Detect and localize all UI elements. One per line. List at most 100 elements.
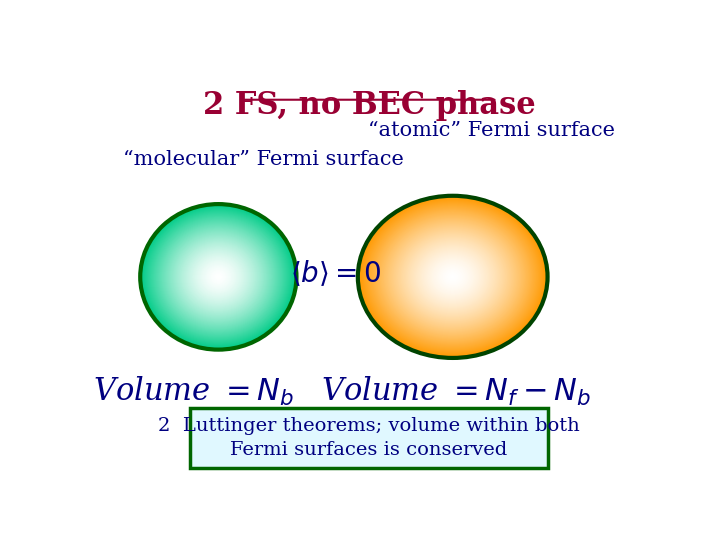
- Ellipse shape: [204, 264, 232, 289]
- Ellipse shape: [403, 234, 503, 320]
- Ellipse shape: [387, 221, 518, 333]
- Ellipse shape: [166, 228, 270, 325]
- Ellipse shape: [380, 215, 525, 339]
- Ellipse shape: [377, 212, 528, 342]
- Ellipse shape: [194, 254, 243, 300]
- Ellipse shape: [140, 204, 297, 349]
- Ellipse shape: [374, 210, 531, 344]
- Ellipse shape: [413, 242, 493, 312]
- Ellipse shape: [166, 228, 271, 326]
- Text: $\langle b \rangle = 0$: $\langle b \rangle = 0$: [290, 258, 381, 288]
- Ellipse shape: [165, 227, 272, 327]
- Ellipse shape: [143, 207, 294, 347]
- Ellipse shape: [451, 276, 454, 278]
- Ellipse shape: [376, 211, 530, 343]
- Ellipse shape: [433, 260, 473, 294]
- Ellipse shape: [369, 205, 537, 349]
- Ellipse shape: [204, 263, 233, 291]
- Ellipse shape: [202, 261, 235, 292]
- Ellipse shape: [387, 220, 519, 334]
- Ellipse shape: [168, 231, 268, 323]
- Ellipse shape: [397, 229, 508, 325]
- Ellipse shape: [196, 256, 240, 298]
- Ellipse shape: [154, 217, 283, 337]
- Ellipse shape: [442, 268, 464, 286]
- Ellipse shape: [371, 207, 534, 347]
- Ellipse shape: [217, 276, 220, 278]
- Ellipse shape: [168, 230, 269, 324]
- Ellipse shape: [430, 258, 475, 296]
- Ellipse shape: [404, 235, 501, 319]
- Ellipse shape: [444, 270, 461, 284]
- Ellipse shape: [427, 254, 479, 299]
- Ellipse shape: [173, 234, 264, 320]
- Ellipse shape: [153, 216, 284, 338]
- Ellipse shape: [189, 249, 248, 304]
- Ellipse shape: [162, 224, 275, 329]
- Ellipse shape: [420, 248, 486, 305]
- Ellipse shape: [437, 264, 468, 290]
- Ellipse shape: [176, 237, 261, 317]
- Text: Volume $= N_b$: Volume $= N_b$: [93, 375, 294, 408]
- Ellipse shape: [179, 240, 258, 314]
- Ellipse shape: [444, 269, 462, 285]
- Ellipse shape: [151, 214, 286, 340]
- Text: Fermi surfaces is conserved: Fermi surfaces is conserved: [230, 441, 508, 458]
- Text: “atomic” Fermi surface: “atomic” Fermi surface: [368, 121, 616, 140]
- Ellipse shape: [385, 219, 521, 335]
- Ellipse shape: [435, 262, 470, 292]
- Ellipse shape: [163, 225, 274, 329]
- Ellipse shape: [198, 258, 239, 296]
- Ellipse shape: [423, 252, 482, 302]
- Ellipse shape: [426, 254, 480, 300]
- Ellipse shape: [393, 226, 512, 328]
- Ellipse shape: [184, 245, 253, 309]
- Ellipse shape: [176, 238, 261, 316]
- Ellipse shape: [193, 253, 244, 300]
- Ellipse shape: [392, 225, 513, 328]
- Ellipse shape: [212, 272, 224, 282]
- Ellipse shape: [169, 231, 267, 322]
- Ellipse shape: [215, 273, 222, 280]
- Ellipse shape: [366, 203, 539, 351]
- Ellipse shape: [145, 208, 292, 345]
- Ellipse shape: [163, 226, 273, 328]
- Ellipse shape: [206, 265, 231, 289]
- Ellipse shape: [367, 204, 538, 350]
- Ellipse shape: [210, 269, 227, 285]
- Ellipse shape: [141, 205, 295, 349]
- Ellipse shape: [146, 210, 291, 344]
- Ellipse shape: [217, 275, 220, 279]
- Ellipse shape: [150, 213, 287, 341]
- Ellipse shape: [429, 256, 477, 297]
- Ellipse shape: [407, 238, 499, 316]
- Ellipse shape: [148, 211, 289, 342]
- Ellipse shape: [191, 252, 246, 302]
- Ellipse shape: [207, 267, 229, 287]
- Ellipse shape: [413, 244, 492, 310]
- Ellipse shape: [400, 232, 505, 321]
- Ellipse shape: [177, 239, 259, 315]
- Text: Volume $= N_f - N_b$: Volume $= N_f - N_b$: [320, 375, 590, 408]
- Ellipse shape: [185, 246, 251, 308]
- Ellipse shape: [209, 268, 228, 286]
- Ellipse shape: [155, 218, 282, 336]
- Ellipse shape: [431, 259, 474, 295]
- Ellipse shape: [448, 273, 457, 281]
- Ellipse shape: [378, 213, 528, 341]
- Ellipse shape: [199, 260, 237, 294]
- Ellipse shape: [384, 218, 521, 336]
- Ellipse shape: [192, 252, 245, 301]
- Text: 2  Luttinger theorems; volume within both: 2 Luttinger theorems; volume within both: [158, 417, 580, 435]
- Ellipse shape: [179, 240, 258, 313]
- Ellipse shape: [149, 212, 288, 341]
- Ellipse shape: [363, 200, 543, 354]
- Ellipse shape: [400, 231, 506, 322]
- Ellipse shape: [171, 232, 266, 321]
- Ellipse shape: [415, 245, 490, 309]
- Ellipse shape: [450, 275, 455, 279]
- Ellipse shape: [391, 224, 514, 329]
- Ellipse shape: [195, 255, 242, 299]
- Ellipse shape: [369, 206, 536, 348]
- Ellipse shape: [433, 261, 472, 293]
